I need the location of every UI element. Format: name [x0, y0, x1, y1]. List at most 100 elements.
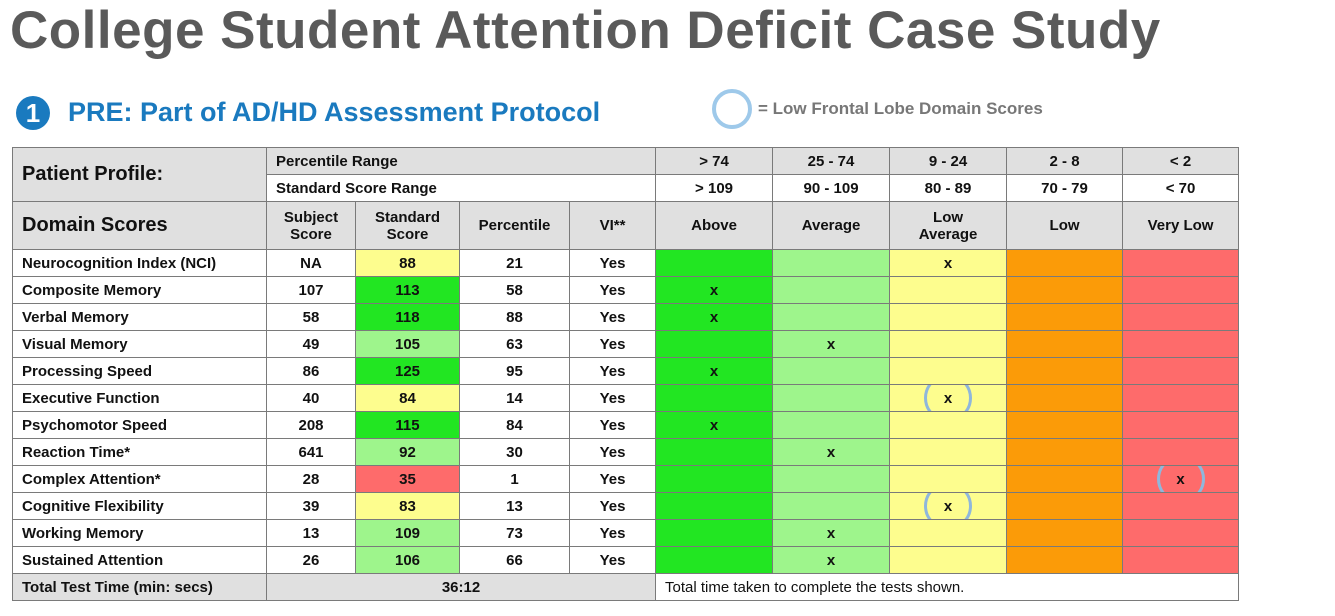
- domain-name: Processing Speed: [12, 357, 267, 385]
- band-cell: [655, 492, 774, 520]
- standard-score: 106: [355, 546, 460, 574]
- total-time-value: 36:12: [265, 573, 657, 601]
- table-row: Verbal Memory 58 118 88 Yes x: [12, 303, 1240, 331]
- percentile-value: 95: [459, 357, 570, 385]
- vi-value: Yes: [568, 546, 657, 574]
- standard-score: 88: [355, 249, 460, 277]
- band-cell: [1122, 519, 1240, 547]
- domain-name: Composite Memory: [12, 276, 267, 304]
- domain-name: Reaction Time*: [12, 438, 267, 466]
- band-cell: [1122, 384, 1240, 412]
- subject-score: NA: [266, 249, 356, 277]
- table-row: Complex Attention* 28 35 1 Yes x: [12, 465, 1240, 493]
- ring-legend-text: = Low Frontal Lobe Domain Scores: [758, 99, 1043, 118]
- domain-name: Cognitive Flexibility: [12, 492, 267, 520]
- band-cell: [772, 465, 891, 493]
- table-row: Visual Memory 49 105 63 Yes x: [12, 330, 1240, 358]
- table-row: Cognitive Flexibility 39 83 13 Yes x: [12, 492, 1240, 520]
- standard-score: 125: [355, 357, 460, 385]
- standard-score-header: Standard Score: [355, 201, 460, 250]
- vi-value: Yes: [568, 519, 657, 547]
- band-cell: [889, 411, 1008, 439]
- band-cell: [1006, 303, 1124, 331]
- band-cell: [889, 519, 1008, 547]
- category-low-average: Low Average: [889, 201, 1008, 250]
- standard-score: 109: [355, 519, 460, 547]
- table-row: Neurocognition Index (NCI) NA 88 21 Yes x: [12, 249, 1240, 277]
- percentile-range-low: 2 - 8: [1006, 147, 1124, 175]
- band-cell: [1122, 546, 1240, 574]
- domain-name: Working Memory: [12, 519, 267, 547]
- vi-value: Yes: [568, 384, 657, 412]
- band-cell: [1122, 276, 1240, 304]
- subject-score: 208: [266, 411, 356, 439]
- band-cell: [772, 384, 891, 412]
- domain-name: Executive Function: [12, 384, 267, 412]
- footer-row: Total Test Time (min: secs) 36:12 Total ti…: [12, 573, 1240, 601]
- band-cell: x: [772, 519, 891, 547]
- table-row: Processing Speed 86 125 95 Yes x: [12, 357, 1240, 385]
- standard-range-low: 70 - 79: [1006, 174, 1124, 202]
- percentile-range-above: > 74: [655, 147, 774, 175]
- vi-header: VI**: [568, 201, 657, 250]
- band-cell: [655, 519, 774, 547]
- percentile-value: 66: [459, 546, 570, 574]
- circled-mark: x: [923, 493, 974, 519]
- band-cell: x: [772, 330, 891, 358]
- circled-mark: x: [1155, 466, 1206, 492]
- band-cell: [1122, 357, 1240, 385]
- band-mark: x: [709, 416, 719, 434]
- band-mark: x: [709, 362, 719, 380]
- percentile-value: 58: [459, 276, 570, 304]
- band-cell: [889, 546, 1008, 574]
- band-mark: x: [826, 335, 836, 353]
- band-cell: [1122, 438, 1240, 466]
- band-cell: [772, 492, 891, 520]
- percentile-value: 13: [459, 492, 570, 520]
- subject-score: 39: [266, 492, 356, 520]
- band-cell: [772, 303, 891, 331]
- percentile-value: 30: [459, 438, 570, 466]
- band-cell: [655, 330, 774, 358]
- band-cell: [1006, 357, 1124, 385]
- subject-score: 641: [266, 438, 356, 466]
- band-cell: [1006, 519, 1124, 547]
- standard-score: 115: [355, 411, 460, 439]
- band-cell: [889, 465, 1008, 493]
- domain-name: Complex Attention*: [12, 465, 267, 493]
- standard-score: 113: [355, 276, 460, 304]
- band-cell: x: [889, 492, 1008, 520]
- band-cell: [1006, 492, 1124, 520]
- total-time-note: Total time taken to complete the tests s…: [655, 573, 1240, 601]
- band-cell: x: [655, 303, 774, 331]
- standard-score: 35: [355, 465, 460, 493]
- percentile-header: Percentile: [459, 201, 570, 250]
- band-cell: [889, 330, 1008, 358]
- band-cell: [889, 276, 1008, 304]
- vi-value: Yes: [568, 303, 657, 331]
- percentile-range-low-average: 9 - 24: [889, 147, 1008, 175]
- band-cell: [1006, 546, 1124, 574]
- category-average: Average: [772, 201, 891, 250]
- table-row: Working Memory 13 109 73 Yes x: [12, 519, 1240, 547]
- domain-scores-header: Domain Scores: [12, 201, 267, 250]
- domain-name: Visual Memory: [12, 330, 267, 358]
- band-cell: [1122, 249, 1240, 277]
- band-cell: x: [889, 249, 1008, 277]
- vi-value: Yes: [568, 492, 657, 520]
- standard-score: 92: [355, 438, 460, 466]
- percentile-value: 63: [459, 330, 570, 358]
- category-very-low: Very Low: [1122, 201, 1240, 250]
- band-cell: [772, 276, 891, 304]
- band-cell: [655, 384, 774, 412]
- band-cell: [1006, 384, 1124, 412]
- percentile-range-very-low: < 2: [1122, 147, 1240, 175]
- percentile-range-average: 25 - 74: [772, 147, 891, 175]
- vi-value: Yes: [568, 357, 657, 385]
- band-cell: x: [772, 438, 891, 466]
- band-mark: x: [709, 308, 719, 326]
- band-cell: x: [655, 357, 774, 385]
- page-title: College Student Attention Deficit Case S…: [10, 1, 1161, 60]
- band-mark: x: [826, 524, 836, 542]
- table-row: Reaction Time* 641 92 30 Yes x: [12, 438, 1240, 466]
